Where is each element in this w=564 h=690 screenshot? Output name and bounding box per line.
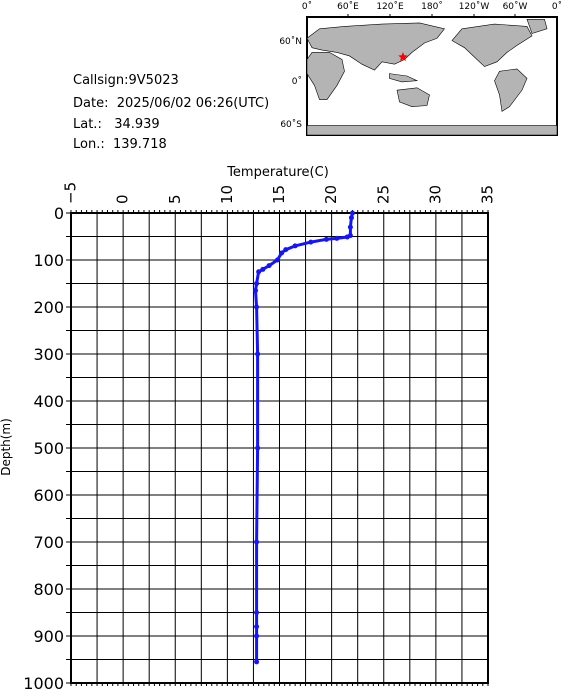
landmass-7 <box>306 125 558 136</box>
callsign-label: Callsign:9V5023 <box>73 73 179 88</box>
y-tick-label: 1000 <box>23 674 64 690</box>
y-tick-label: 0 <box>54 204 64 223</box>
data-point <box>292 243 298 249</box>
y-tick-label: 600 <box>33 486 64 505</box>
y-tick-label: 800 <box>33 580 64 599</box>
x-tick-label: 0 <box>114 194 132 204</box>
y-tick-label: 700 <box>33 533 64 552</box>
map-top-label: 0˚ <box>302 1 312 12</box>
x-tick-label: 35 <box>479 185 497 204</box>
data-point <box>256 269 262 275</box>
data-point <box>323 236 329 242</box>
map-left-label: 0˚ <box>292 76 302 87</box>
x-axis-title: Temperature(C) <box>226 165 329 180</box>
data-point <box>254 281 260 286</box>
y-tick-label: 400 <box>33 392 64 411</box>
map-top-label: 60˚W <box>503 1 528 12</box>
map-left-label: 60˚N <box>279 36 302 47</box>
x-tick-label: 20 <box>322 185 340 204</box>
data-point <box>255 445 261 451</box>
data-point <box>279 250 285 256</box>
data-point <box>254 624 260 630</box>
y-tick-label: 300 <box>33 345 64 364</box>
x-tick-label: 15 <box>270 185 288 204</box>
landmass-5 <box>526 19 548 34</box>
x-tick-label: 5 <box>166 194 184 204</box>
x-tick-label: −5 <box>62 182 80 204</box>
x-tick-label: 10 <box>218 185 236 204</box>
y-tick-labels: 0 100 200 300 400 500 600 700 800 900 1000 <box>23 204 64 690</box>
location-marker <box>398 52 408 61</box>
data-point <box>283 247 289 253</box>
plot-frame <box>70 212 489 684</box>
map-land <box>306 19 558 136</box>
date-label: Date: 2025/06/02 06:26(UTC) <box>73 96 270 111</box>
y-tick-label: 500 <box>33 439 64 458</box>
map-top-label: 120˚E <box>376 1 404 12</box>
landmass-6 <box>494 68 528 112</box>
data-point <box>254 610 260 615</box>
data-point <box>349 210 355 216</box>
map-top-label: 180˚ <box>421 1 443 12</box>
x-tick-label: 30 <box>426 185 444 204</box>
latitude-label: Lat.: 34.939 <box>73 117 160 132</box>
map-left-label: 60˚S <box>280 119 302 130</box>
temperature-series <box>253 210 355 665</box>
data-point <box>308 239 314 245</box>
x-tick-label: 25 <box>374 185 392 204</box>
data-point <box>254 304 260 310</box>
y-tick-label: 900 <box>33 627 64 646</box>
data-point <box>253 288 259 294</box>
y-axis-title: Depth(m) <box>0 418 13 476</box>
data-point <box>266 263 272 269</box>
data-point <box>347 224 353 230</box>
data-point <box>254 659 260 665</box>
chart-grid <box>66 210 489 686</box>
map-labels: 0˚ 60˚E 120˚E 180˚ 120˚W 60˚W 0˚ 60˚N 0˚ 60˚S <box>279 1 562 130</box>
data-point <box>255 351 261 357</box>
map-top-label: 0˚ <box>552 1 562 12</box>
map-top-label: 120˚W <box>459 1 490 12</box>
y-tick-label: 100 <box>33 251 64 270</box>
data-point <box>260 266 266 272</box>
series-line-0 <box>254 212 354 662</box>
x-tick-labels: −5 0 5 10 15 20 25 30 35 <box>62 182 497 204</box>
data-point <box>334 235 340 241</box>
data-point <box>348 215 354 221</box>
location-star-icon <box>398 52 408 61</box>
data-point <box>274 257 280 263</box>
data-point <box>254 633 260 639</box>
data-point <box>254 539 260 545</box>
y-tick-label: 200 <box>33 298 64 317</box>
landmass-2 <box>396 87 430 107</box>
landmass-3 <box>389 73 419 83</box>
landmass-4 <box>451 23 533 67</box>
landmass-1 <box>306 52 345 100</box>
map-top-label: 60˚E <box>337 1 359 12</box>
longitude-label: Lon.: 139.718 <box>73 137 167 152</box>
data-point <box>344 234 350 240</box>
